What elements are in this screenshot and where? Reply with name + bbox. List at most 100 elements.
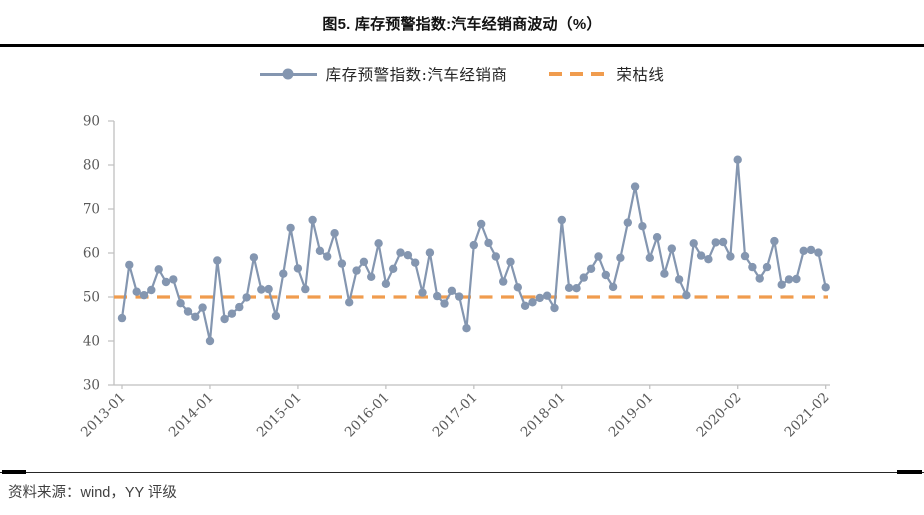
data-point: [308, 215, 317, 225]
x-axis-label: 2018-01: [518, 390, 569, 441]
y-axis-label: 70: [83, 202, 100, 218]
data-point: [520, 301, 530, 310]
y-axis-label: 90: [83, 114, 100, 130]
legend-item-series: 库存预警指数:汽车经销商: [259, 63, 508, 85]
data-point: [213, 256, 222, 265]
data-point: [147, 285, 156, 295]
data-point: [117, 313, 127, 323]
data-point: [301, 284, 310, 294]
data-point: [396, 248, 405, 257]
y-axis-label: 60: [83, 246, 100, 262]
data-point: [696, 251, 706, 260]
chart-legend: 库存预警指数:汽车经销商 荣枯线: [0, 63, 924, 85]
data-point: [161, 277, 171, 287]
data-point: [433, 291, 442, 301]
data-point: [286, 223, 295, 233]
legend-item-threshold: 荣枯线: [549, 63, 664, 85]
data-point: [242, 293, 251, 302]
data-point: [264, 284, 273, 294]
data-point: [748, 262, 757, 272]
data-point: [682, 291, 691, 300]
data-point: [440, 299, 449, 308]
data-point: [418, 288, 427, 297]
data-point: [528, 298, 537, 307]
data-point: [315, 246, 325, 255]
data-point: [689, 239, 698, 248]
data-point: [594, 252, 603, 261]
x-axis-label: 2021-02: [782, 390, 833, 441]
data-point: [293, 264, 303, 273]
title-divider-rule: [0, 44, 924, 47]
data-point: [630, 182, 640, 191]
data-point: [755, 274, 764, 283]
data-point: [154, 265, 163, 274]
data-point: [462, 324, 471, 333]
data-point: [726, 252, 735, 261]
threshold-dash-icon: [549, 72, 608, 76]
data-point: [198, 303, 207, 312]
data-point: [608, 282, 618, 292]
data-point: [205, 336, 215, 346]
data-point: [762, 262, 772, 272]
data-point: [484, 238, 493, 248]
data-point: [645, 253, 654, 262]
data-point: [249, 253, 259, 262]
series-line-marker-icon: [259, 68, 317, 80]
data-point: [770, 236, 779, 246]
data-point: [557, 215, 566, 225]
data-point: [389, 264, 398, 273]
data-point: [183, 307, 193, 316]
x-axis-label: 2013-01: [78, 390, 129, 441]
data-point: [323, 252, 332, 261]
legend-threshold-label: 荣枯线: [616, 66, 665, 84]
x-axis-label: 2014-01: [166, 390, 217, 441]
data-point: [535, 293, 544, 303]
data-point: [660, 269, 669, 278]
data-point: [477, 219, 486, 229]
data-point: [638, 222, 647, 231]
data-point: [447, 286, 457, 295]
y-axis-label: 80: [83, 158, 100, 174]
data-point: [550, 303, 559, 313]
data-point: [733, 155, 742, 164]
data-point: [227, 309, 237, 318]
y-axis-label: 30: [83, 378, 100, 394]
data-point: [806, 245, 816, 255]
data-point: [367, 272, 376, 281]
data-point: [572, 284, 581, 293]
data-point: [235, 302, 244, 312]
data-point: [499, 277, 508, 286]
x-axis-label: 2020-02: [694, 390, 745, 441]
data-point: [425, 248, 435, 257]
footer-divider-right-cap: [897, 470, 922, 474]
data-point: [821, 283, 830, 292]
data-point: [792, 274, 801, 284]
data-point: [352, 266, 361, 275]
data-point: [279, 269, 288, 278]
data-point: [616, 253, 625, 262]
data-point: [506, 257, 515, 266]
data-point: [704, 255, 713, 264]
data-point: [455, 292, 464, 301]
x-axis-label: 2017-01: [430, 390, 481, 441]
data-point: [784, 275, 794, 284]
legend-series-label: 库存预警指数:汽车经销商: [325, 66, 508, 84]
x-axis-label: 2016-01: [342, 390, 393, 441]
data-point: [374, 239, 383, 248]
data-point: [799, 246, 808, 255]
data-point: [542, 291, 552, 300]
data-point: [271, 311, 281, 321]
data-point: [132, 287, 141, 296]
data-point: [513, 283, 522, 292]
data-point: [139, 291, 149, 300]
line-chart: 30 40 50 60 70 80 90 2013-01 2014-01 2015-01 2016-…: [78, 114, 833, 441]
data-point: [337, 259, 347, 268]
data-point: [740, 251, 750, 261]
data-point: [403, 251, 413, 260]
x-axis-label: 2015-01: [254, 390, 305, 441]
data-point: [169, 275, 178, 284]
y-axis-label: 50: [83, 290, 100, 306]
data-point: [411, 258, 420, 267]
data-point: [220, 314, 229, 324]
data-point: [176, 299, 185, 308]
